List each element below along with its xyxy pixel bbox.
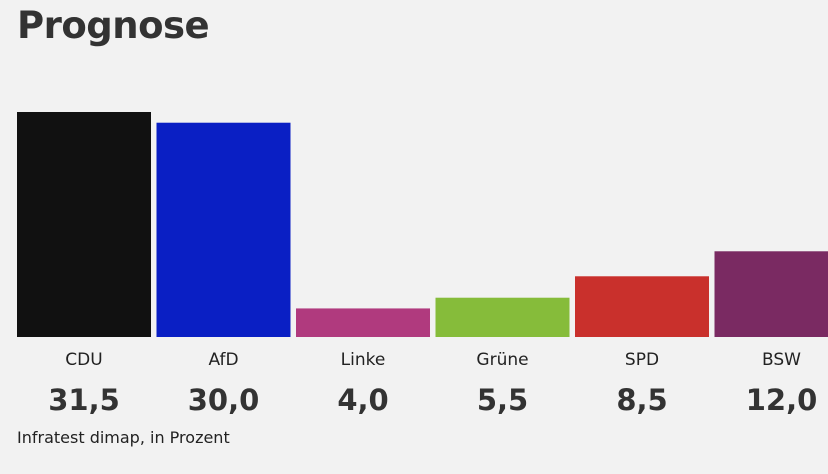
- chart-source: Infratest dimap, in Prozent: [17, 428, 230, 447]
- category-label: SPD: [625, 350, 659, 370]
- category-label: AfD: [208, 350, 238, 370]
- bar-afd: [156, 122, 291, 337]
- bars-group: [17, 112, 828, 337]
- bar-grüne: [435, 297, 570, 337]
- category-labels: CDU AfD Linke Grüne SPD BSW: [65, 350, 801, 370]
- category-label: BSW: [762, 350, 801, 370]
- category-label: CDU: [65, 350, 102, 370]
- value-label: 12,0: [746, 383, 818, 417]
- value-label: 5,5: [477, 383, 528, 417]
- chart-title: Prognose: [17, 4, 210, 47]
- bar-cdu: [17, 112, 151, 337]
- value-label: 30,0: [188, 383, 260, 417]
- bar-spd: [575, 276, 709, 337]
- category-label: Linke: [341, 350, 386, 370]
- value-label: 4,0: [337, 383, 388, 417]
- value-label: 8,5: [616, 383, 667, 417]
- value-labels: 31,5 30,0 4,0 5,5 8,5 12,0: [48, 383, 817, 417]
- bar-linke: [296, 308, 430, 337]
- bar-bsw: [714, 251, 828, 337]
- value-label: 31,5: [48, 383, 120, 417]
- category-label: Grüne: [476, 350, 528, 370]
